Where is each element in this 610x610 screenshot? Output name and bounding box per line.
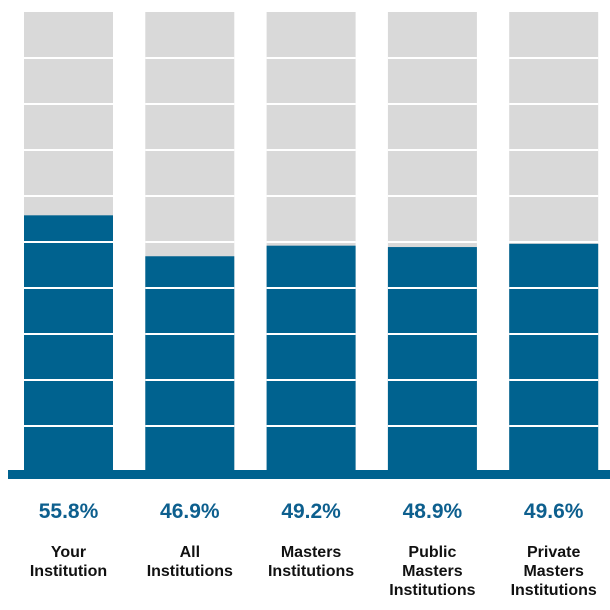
category-label: Private Masters Institutions	[511, 544, 597, 599]
gridline	[387, 103, 477, 105]
gridline	[145, 425, 235, 427]
gridline	[266, 425, 356, 427]
gridline	[387, 287, 477, 289]
gridline	[387, 57, 477, 59]
gridline	[509, 149, 599, 151]
gridline	[509, 57, 599, 59]
category-label: Public Masters Institutions	[389, 544, 475, 599]
bar	[145, 256, 235, 472]
gridline	[387, 425, 477, 427]
bar	[387, 247, 477, 472]
gridline	[266, 379, 356, 381]
gridline	[509, 103, 599, 105]
baseline	[8, 470, 610, 479]
value-label: 49.6%	[524, 500, 584, 523]
gridline	[145, 241, 235, 243]
gridline	[509, 379, 599, 381]
gridline	[24, 333, 113, 335]
gridlines	[24, 57, 599, 427]
gridline	[387, 149, 477, 151]
gridline	[145, 379, 235, 381]
gridline	[387, 241, 477, 243]
value-label: 46.9%	[160, 500, 220, 523]
gridline	[266, 287, 356, 289]
category-labels: Your Institution All Institutions Masters Ins…	[30, 544, 597, 599]
gridline	[145, 333, 235, 335]
gridline	[266, 241, 356, 243]
value-label: 48.9%	[403, 500, 463, 523]
gridline	[509, 333, 599, 335]
gridline	[387, 195, 477, 197]
gridline	[24, 287, 113, 289]
gridline	[24, 379, 113, 381]
gridline	[24, 149, 113, 151]
gridline	[387, 379, 477, 381]
value-label: 49.2%	[281, 500, 341, 523]
gridline	[387, 333, 477, 335]
gridline	[145, 57, 235, 59]
gridline	[145, 195, 235, 197]
gridline	[266, 195, 356, 197]
category-label: Your Institution	[30, 544, 107, 580]
gridline	[145, 149, 235, 151]
bar	[266, 245, 356, 472]
gridline	[266, 57, 356, 59]
bar	[24, 215, 113, 472]
value-label: 55.8%	[39, 500, 99, 523]
category-label: All Institutions	[147, 544, 233, 580]
gridline	[145, 103, 235, 105]
gridline	[509, 195, 599, 197]
gridline	[509, 241, 599, 243]
gridline	[509, 287, 599, 289]
category-label: Masters Institutions	[268, 544, 354, 580]
gridline	[24, 195, 113, 197]
gridline	[24, 241, 113, 243]
value-labels: 55.8% 46.9% 49.2% 48.9% 49.6%	[39, 500, 584, 523]
gridline	[266, 333, 356, 335]
gridline	[24, 425, 113, 427]
gridline	[266, 103, 356, 105]
gridline	[266, 149, 356, 151]
bar	[509, 243, 599, 472]
gridline	[145, 287, 235, 289]
data-bars	[24, 215, 599, 472]
gridline	[24, 57, 113, 59]
gridline	[24, 103, 113, 105]
gridline	[509, 425, 599, 427]
